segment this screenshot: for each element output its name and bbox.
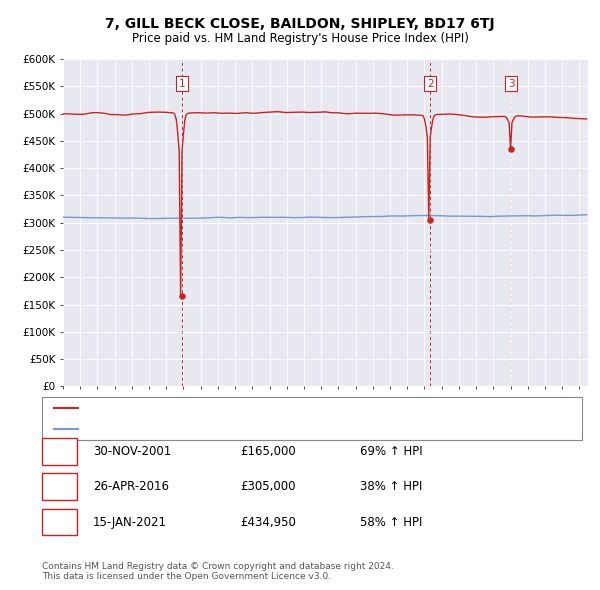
Text: 30-NOV-2001: 30-NOV-2001 (93, 445, 171, 458)
Text: Contains HM Land Registry data © Crown copyright and database right 2024.
This d: Contains HM Land Registry data © Crown c… (42, 562, 394, 581)
Point (506, 145, 516, 154)
Text: 3: 3 (56, 516, 63, 529)
Text: £305,000: £305,000 (240, 480, 296, 493)
Text: £165,000: £165,000 (240, 445, 296, 458)
Text: 7, GILL BECK CLOSE, BAILDON, SHIPLEY, BD17 6TJ (detached house): 7, GILL BECK CLOSE, BAILDON, SHIPLEY, BD… (84, 403, 440, 412)
Point (425, 215, 435, 225)
Point (177, 291, 187, 301)
Text: HPI: Average price, detached house, Bradford: HPI: Average price, detached house, Brad… (84, 424, 322, 434)
Text: 38% ↑ HPI: 38% ↑ HPI (360, 480, 422, 493)
Text: 58% ↑ HPI: 58% ↑ HPI (360, 516, 422, 529)
Text: 1: 1 (179, 78, 185, 88)
Text: 15-JAN-2021: 15-JAN-2021 (93, 516, 167, 529)
Text: 26-APR-2016: 26-APR-2016 (93, 480, 169, 493)
Text: Price paid vs. HM Land Registry's House Price Index (HPI): Price paid vs. HM Land Registry's House … (131, 32, 469, 45)
Text: £434,950: £434,950 (240, 516, 296, 529)
Text: 3: 3 (508, 78, 515, 88)
Text: 2: 2 (427, 78, 434, 88)
Text: 7, GILL BECK CLOSE, BAILDON, SHIPLEY, BD17 6TJ: 7, GILL BECK CLOSE, BAILDON, SHIPLEY, BD… (105, 17, 495, 31)
Text: 69% ↑ HPI: 69% ↑ HPI (360, 445, 422, 458)
Text: 2: 2 (56, 480, 63, 493)
Text: 1: 1 (56, 445, 63, 458)
